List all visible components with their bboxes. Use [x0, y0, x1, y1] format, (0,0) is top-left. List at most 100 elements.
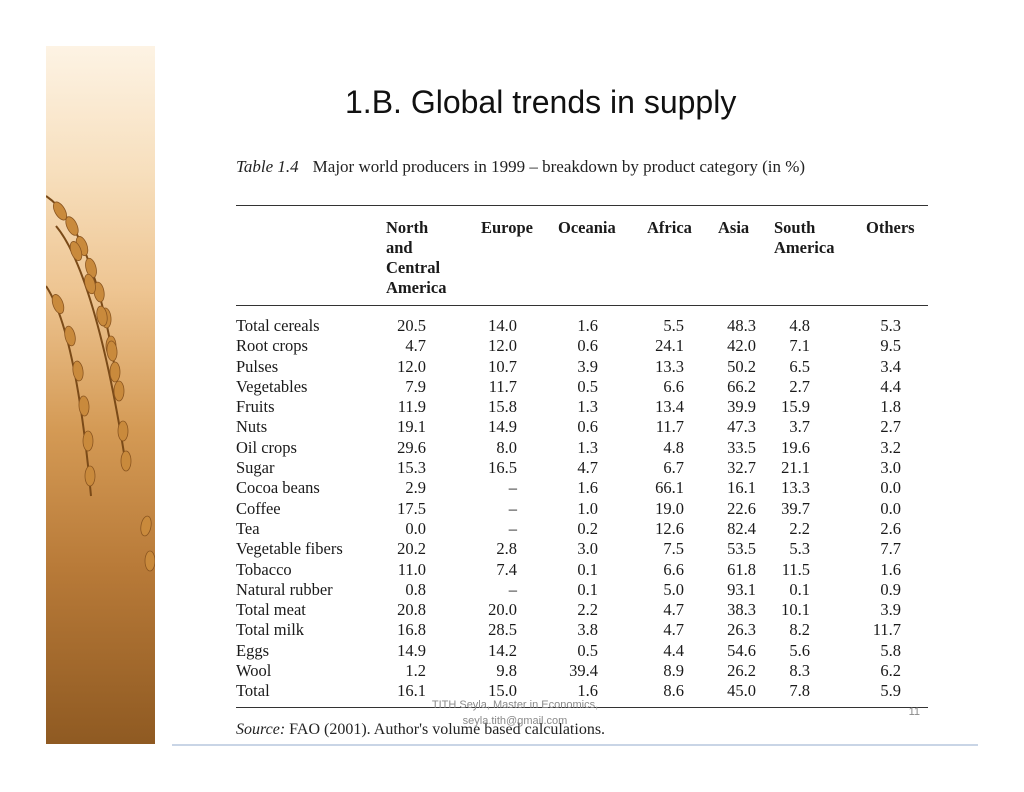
- table-cell: 1.2: [405, 661, 426, 681]
- table-row: Pulses 12.0 10.7 3.9 13.3 50.2 6.5 3.4: [236, 357, 928, 377]
- table-cell: 14.9: [397, 640, 426, 660]
- table-cell: 0.1: [577, 559, 598, 579]
- row-label: Oil crops: [236, 437, 297, 457]
- row-label: Total meat: [236, 600, 306, 620]
- table-cell: 15.3: [397, 458, 426, 478]
- table-cell: 1.3: [577, 437, 598, 457]
- table-cell: 5.8: [880, 640, 901, 660]
- table-cell: 6.6: [663, 559, 684, 579]
- table-cell: 0.1: [577, 579, 598, 599]
- table-cell: 8.3: [789, 661, 810, 681]
- table-cell: 5.0: [663, 579, 684, 599]
- table-row: Cocoa beans 2.9 – 1.6 66.1 16.1 13.3 0.0: [236, 478, 928, 498]
- table-cell: 4.7: [405, 336, 426, 356]
- table-cell: 14.2: [488, 640, 517, 660]
- table-cell: 10.1: [781, 600, 810, 620]
- table-cell: 7.9: [405, 376, 426, 396]
- table-cell: 10.7: [488, 356, 517, 376]
- table-row: Fruits 11.9 15.8 1.3 13.4 39.9 15.9 1.8: [236, 397, 928, 417]
- table-cell: –: [508, 518, 517, 538]
- table-cell: 5.6: [789, 640, 810, 660]
- table-caption-number: Table 1.4: [236, 157, 299, 176]
- table-cell: 11.7: [655, 417, 684, 437]
- table-source: Source: FAO (2001). Author's volume based…: [236, 721, 605, 739]
- table-cell: 3.2: [880, 437, 901, 457]
- table-cell: 20.8: [397, 600, 426, 620]
- table-cell: 4.8: [663, 437, 684, 457]
- column-header: South America: [774, 218, 835, 257]
- table-cell: 24.1: [655, 336, 684, 356]
- table-cell: 28.5: [488, 620, 517, 640]
- bottom-divider: [172, 744, 978, 746]
- table-cell: 4.7: [577, 458, 598, 478]
- table-cell: 7.8: [789, 681, 810, 701]
- column-header: Africa: [647, 218, 692, 237]
- table-cell: 1.6: [880, 559, 901, 579]
- table-row: Wool 1.2 9.8 39.4 8.9 26.2 8.3 6.2: [236, 661, 928, 681]
- table-body: Total cereals 20.5 14.0 1.6 5.5 48.3 4.8 5.3 Roo…: [236, 316, 928, 702]
- rice-stalk-icon: [46, 195, 155, 572]
- table-cell: 42.0: [727, 336, 756, 356]
- table-cell: 13.3: [781, 478, 810, 498]
- table-cell: 13.3: [655, 356, 684, 376]
- row-label: Tea: [236, 518, 260, 538]
- table-cell: 11.0: [397, 559, 426, 579]
- table-header-rule: [236, 305, 928, 306]
- table-cell: 3.4: [880, 356, 901, 376]
- table-cell: 8.9: [663, 661, 684, 681]
- table-top-rule: [236, 205, 928, 206]
- table-cell: 3.0: [577, 539, 598, 559]
- table-cell: 11.5: [781, 559, 810, 579]
- table-cell: 6.6: [663, 376, 684, 396]
- table-bottom-rule: [236, 707, 928, 708]
- table-cell: 1.6: [577, 681, 598, 701]
- table-cell: 39.4: [569, 661, 598, 681]
- table-cell: 8.0: [496, 437, 517, 457]
- table-cell: 2.6: [880, 518, 901, 538]
- table-caption: Table 1.4 Major world producers in 1999 –…: [236, 156, 931, 177]
- row-label: Cocoa beans: [236, 478, 320, 498]
- row-label: Nuts: [236, 417, 268, 437]
- source-label: Source:: [236, 721, 286, 738]
- table-cell: 2.8: [496, 539, 517, 559]
- row-label: Root crops: [236, 336, 308, 356]
- row-label: Total cereals: [236, 316, 320, 335]
- table-row: Vegetables 7.9 11.7 0.5 6.6 66.2 2.7 4.4: [236, 377, 928, 397]
- table-cell: 9.8: [496, 661, 517, 681]
- table-cell: 66.2: [727, 376, 756, 396]
- table-cell: 0.0: [880, 478, 901, 498]
- table-cell: 1.6: [577, 316, 598, 335]
- column-header: Asia: [718, 218, 750, 237]
- table-cell: 2.9: [405, 478, 426, 498]
- table-cell: 6.5: [789, 356, 810, 376]
- table-cell: 6.7: [663, 458, 684, 478]
- table-row: Tea 0.0 – 0.2 12.6 82.4 2.2 2.6: [236, 519, 928, 539]
- source-text: FAO (2001). Author's volume based calcul…: [289, 721, 606, 738]
- table-cell: 5.3: [880, 316, 901, 335]
- table-cell: 4.4: [663, 640, 684, 660]
- table-cell: 3.9: [577, 356, 598, 376]
- table-cell: –: [508, 579, 517, 599]
- table-cell: 8.6: [663, 681, 684, 701]
- table-cell: 0.8: [405, 579, 426, 599]
- table-row: Coffee 17.5 – 1.0 19.0 22.6 39.7 0.0: [236, 499, 928, 519]
- table-cell: 12.0: [488, 336, 517, 356]
- column-header: North and Central America: [386, 218, 447, 297]
- row-label: Vegetables: [236, 376, 308, 396]
- table-cell: 11.9: [397, 397, 426, 417]
- table-cell: 3.0: [880, 458, 901, 478]
- row-label: Tobacco: [236, 559, 292, 579]
- table-cell: 8.2: [789, 620, 810, 640]
- table-cell: 21.1: [781, 458, 810, 478]
- row-label: Vegetable fibers: [236, 539, 343, 559]
- row-label: Total: [236, 681, 270, 701]
- table-cell: 19.6: [781, 437, 810, 457]
- table-cell: 38.3: [727, 600, 756, 620]
- row-label: Eggs: [236, 640, 269, 660]
- table-cell: 0.5: [577, 376, 598, 396]
- table-cell: 2.2: [577, 600, 598, 620]
- table-cell: 11.7: [872, 620, 901, 640]
- rice-stalk-photo: [46, 46, 155, 744]
- table-cell: 3.8: [577, 620, 598, 640]
- table-cell: 47.3: [727, 417, 756, 437]
